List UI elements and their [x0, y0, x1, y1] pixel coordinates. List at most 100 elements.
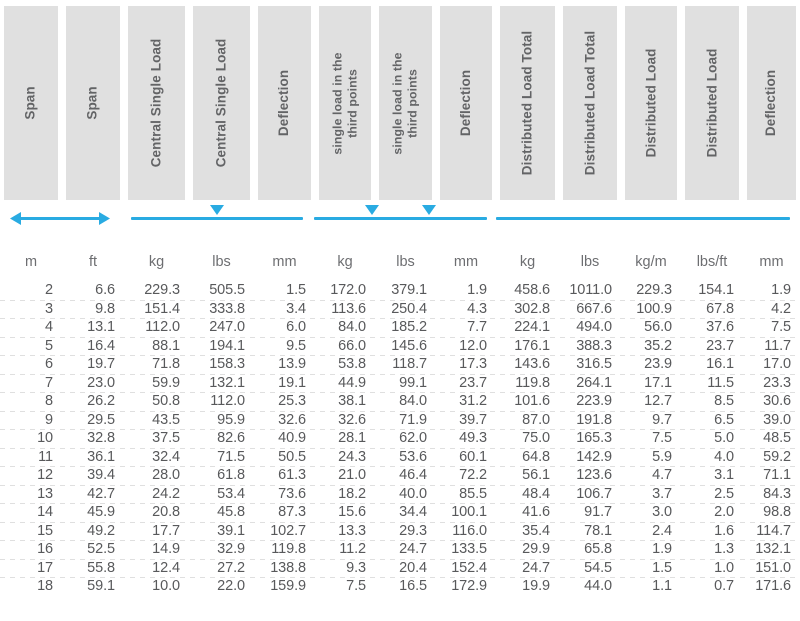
- table-cell: 4.2: [771, 300, 791, 317]
- column-header-label: Deflection: [763, 69, 779, 137]
- table-cell: 3.1: [714, 467, 734, 484]
- table-cell: 7.5: [346, 578, 366, 595]
- table-cell: 123.6: [576, 467, 612, 484]
- unit-label-1: ft: [88, 254, 98, 270]
- table-row: 9 29.5 43.5 95.9 32.6 32.6 71.9 39.7 87.0 191.8 9.…: [0, 410, 800, 429]
- table-cell: 62.0: [399, 430, 427, 447]
- column-header-0[interactable]: Span: [0, 6, 62, 200]
- column-header-label: Span: [23, 86, 39, 120]
- column-header-1[interactable]: Span: [62, 6, 124, 200]
- table-cell: 1.6: [714, 522, 734, 539]
- column-header-5[interactable]: single load in the third points: [315, 6, 375, 200]
- table-cell: 0.7: [714, 578, 734, 595]
- table-cell: 3.4: [286, 300, 306, 317]
- table-cell: 505.5: [209, 282, 245, 299]
- table-cell: 17: [37, 559, 53, 576]
- table-row: 4 13.1 112.0 247.0 6.0 84.0 185.2 7.7 224.1 494.0…: [0, 318, 800, 337]
- table-cell: 9.8: [95, 300, 115, 317]
- table-cell: 7: [45, 374, 53, 391]
- table-cell: 119.8: [271, 541, 306, 558]
- table-cell: 142.9: [576, 448, 612, 465]
- table-cell: 9.5: [286, 337, 306, 354]
- table-cell: 40.9: [278, 430, 306, 447]
- table-cell: 223.9: [576, 393, 612, 410]
- table-cell: 32.6: [338, 411, 366, 428]
- table-row: 2 6.6 229.3 505.5 1.5 172.0 379.1 1.9 458.6 1011.…: [0, 281, 800, 300]
- table-cell: 3: [45, 300, 53, 317]
- unit-label-12: mm: [759, 254, 784, 270]
- table-cell: 39.0: [763, 411, 791, 428]
- column-header-label: Central Single Load: [148, 38, 164, 168]
- column-header-label: Central Single Load: [213, 38, 229, 168]
- column-header-label: Deflection: [458, 69, 474, 137]
- column-header-box: Span: [66, 6, 120, 200]
- units-row: m ft kg lbs mm kg lbs mm kg lbs kg/m lbs/ft mm: [0, 250, 800, 274]
- table-cell: 194.1: [209, 337, 245, 354]
- table-cell: 98.8: [763, 504, 791, 521]
- table-cell: 2.5: [714, 485, 734, 502]
- table-cell: 71.8: [152, 356, 180, 373]
- table-cell: 23.7: [706, 337, 734, 354]
- table-cell: 50.5: [278, 448, 306, 465]
- table-cell: 35.2: [644, 337, 672, 354]
- table-cell: 15: [37, 522, 53, 539]
- table-row: 16 52.5 14.9 32.9 119.8 11.2 24.7 133.5 29.9 65.8…: [0, 540, 800, 559]
- table-cell: 114.7: [756, 522, 791, 539]
- table-cell: 5: [45, 337, 53, 354]
- table-cell: 17.1: [644, 374, 672, 391]
- column-header-11[interactable]: Distributed Load: [681, 6, 743, 200]
- table-cell: 100.1: [451, 504, 487, 521]
- table-cell: 12.7: [644, 393, 672, 410]
- table-cell: 101.6: [514, 393, 550, 410]
- beam-line: [314, 217, 487, 220]
- column-header-box: Distributed Load: [625, 6, 677, 200]
- table-cell: 6.5: [714, 411, 734, 428]
- column-header-label: Distributed Load Total: [519, 30, 535, 176]
- table-cell: 75.0: [522, 430, 550, 447]
- table-cell: 4.0: [714, 448, 734, 465]
- table-cell: 152.4: [451, 559, 487, 576]
- table-cell: 132.1: [209, 374, 245, 391]
- column-header-2[interactable]: Central Single Load: [124, 6, 189, 200]
- table-cell: 6: [45, 356, 53, 373]
- table-cell: 13.1: [87, 319, 115, 336]
- table-cell: 50.8: [152, 393, 180, 410]
- table-cell: 54.5: [584, 559, 612, 576]
- column-header-10[interactable]: Distributed Load: [621, 6, 681, 200]
- table-cell: 138.8: [270, 559, 306, 576]
- column-header-7[interactable]: Deflection: [436, 6, 496, 200]
- column-header-4[interactable]: Deflection: [254, 6, 315, 200]
- table-cell: 29.5: [87, 411, 115, 428]
- table-cell: 59.9: [152, 374, 180, 391]
- table-cell: 23.7: [459, 374, 487, 391]
- column-header-6[interactable]: single load in the third points: [375, 6, 436, 200]
- table-cell: 172.9: [451, 578, 487, 595]
- column-header-label: single load in the third points: [330, 51, 360, 155]
- column-header-12[interactable]: Deflection: [743, 6, 800, 200]
- table-row: 12 39.4 28.0 61.8 61.3 21.0 46.4 72.2 56.1 123.6 4…: [0, 466, 800, 485]
- table-cell: 56.0: [644, 319, 672, 336]
- column-header-8[interactable]: Distributed Load Total: [496, 6, 559, 200]
- table-cell: 302.8: [514, 300, 550, 317]
- table-row: 3 9.8 151.4 333.8 3.4 113.6 250.4 4.3 302.8 667.6…: [0, 299, 800, 318]
- table-cell: 7.5: [652, 430, 672, 447]
- table-cell: 185.2: [391, 319, 427, 336]
- unit-label-0: m: [24, 254, 38, 270]
- table-cell: 7.7: [467, 319, 487, 336]
- table-cell: 18.2: [338, 485, 366, 502]
- column-header-9[interactable]: Distributed Load Total: [559, 6, 621, 200]
- table-cell: 31.2: [459, 393, 487, 410]
- table-cell: 158.3: [209, 356, 245, 373]
- table-row: 10 32.8 37.5 82.6 40.9 28.1 62.0 49.3 75.0 165.3 7…: [0, 429, 800, 448]
- table-cell: 53.6: [399, 448, 427, 465]
- column-header-3[interactable]: Central Single Load: [189, 6, 254, 200]
- unit-label-8: kg: [519, 254, 536, 270]
- load-arrow-icon: [422, 205, 437, 215]
- table-cell: 44.0: [584, 578, 612, 595]
- table-cell: 17.3: [459, 356, 487, 373]
- table-cell: 67.8: [706, 300, 734, 317]
- column-header-label: single load in the third points: [391, 51, 420, 155]
- table-cell: 20.4: [399, 559, 427, 576]
- table-cell: 106.7: [576, 485, 612, 502]
- unit-label-2: kg: [148, 254, 165, 270]
